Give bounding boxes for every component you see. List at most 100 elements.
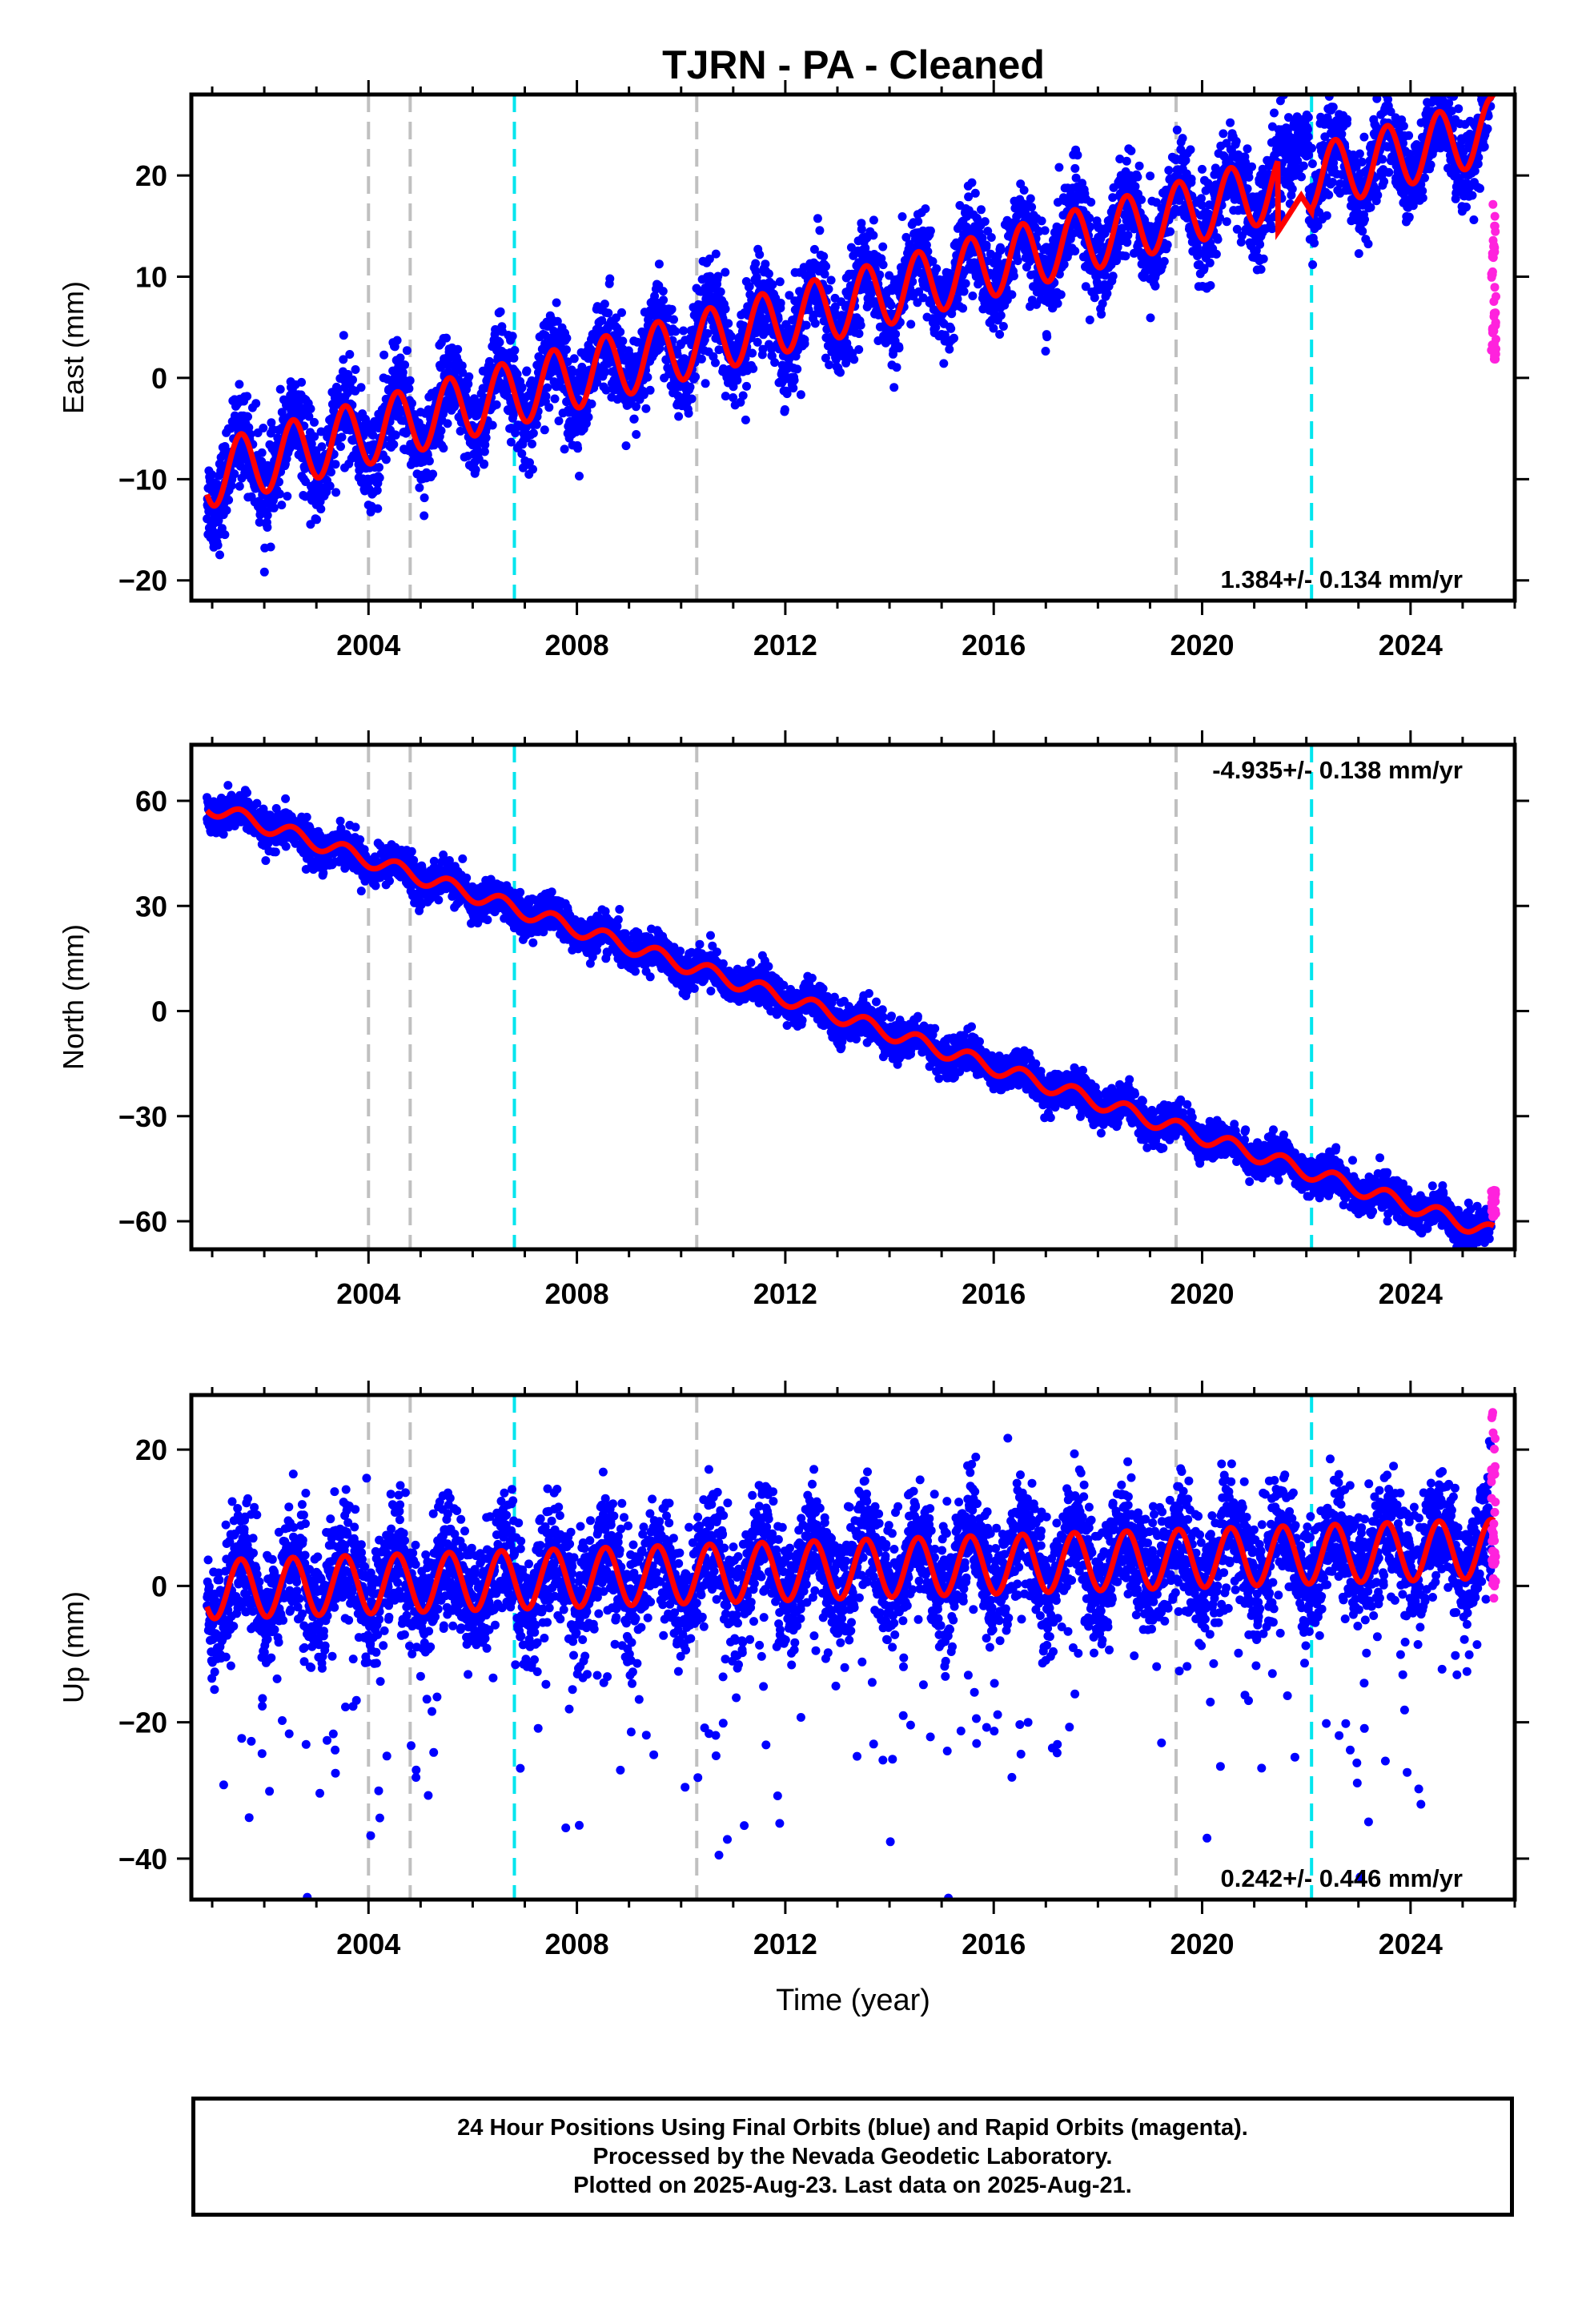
final-orbit-point [517,449,527,458]
final-orbit-point [405,376,415,385]
final-orbit-point [304,412,314,421]
final-orbit-point [207,470,216,480]
final-orbit-point [1019,186,1029,195]
final-orbit-point [398,368,408,377]
final-orbit-point [977,205,986,215]
final-orbit-point [456,426,465,436]
final-orbit-point [967,178,977,187]
final-orbit-point [1432,72,1441,81]
final-orbit-point [654,259,664,269]
final-orbit-point [458,368,468,377]
final-orbit-point [742,381,751,391]
final-orbit-point [755,250,765,259]
final-orbit-point [1299,161,1308,171]
final-orbit-point [484,356,494,366]
final-orbit-point [1328,103,1338,112]
final-orbit-point [1328,178,1338,187]
final-orbit-point [420,493,429,503]
final-orbit-point [1310,239,1319,247]
final-orbit-point [721,392,730,401]
final-orbit-point [214,516,223,525]
final-orbit-point [1197,194,1206,203]
final-orbit-point [266,542,275,552]
final-orbit-point [741,415,750,424]
final-orbit-point [939,359,949,368]
final-orbit-point [1086,198,1096,207]
final-orbit-point [901,232,911,242]
final-orbit-point [230,469,239,479]
final-orbit-point [809,244,819,254]
final-orbit-point [471,465,480,475]
final-orbit-point [259,424,268,432]
final-orbit-point [785,291,794,300]
final-orbit-point [1213,235,1223,244]
final-orbit-point [711,358,720,368]
final-orbit-point [528,439,536,448]
final-orbit-point [480,440,490,449]
final-orbit-point [312,515,321,525]
final-orbit-point [846,243,856,252]
final-orbit-point [577,362,587,372]
final-orbit-point [612,313,620,323]
final-orbit-point [396,353,405,363]
final-orbit-point [701,379,710,388]
final-orbit-point [1259,254,1268,263]
final-orbit-point [402,346,412,356]
final-orbit-point [819,251,829,261]
final-orbit-point [1308,260,1318,269]
final-orbit-point [511,428,520,438]
final-orbit-point [1041,347,1050,356]
final-orbit-point [1287,184,1297,194]
final-orbit-point [878,260,888,270]
final-orbit-point [745,282,754,292]
final-orbit-point [336,442,345,452]
final-orbit-point [1418,193,1427,203]
final-orbit-point [1123,231,1133,240]
final-orbit-point [671,327,681,336]
final-orbit-point [1358,227,1367,236]
final-orbit-point [1102,289,1112,298]
final-orbit-point [1097,309,1106,319]
final-orbit-point [705,254,714,263]
final-orbit-point [1244,172,1254,182]
final-orbit-point [830,302,840,312]
final-orbit-point [509,353,519,363]
final-orbit-point [1322,211,1331,220]
final-orbit-point [1137,195,1146,204]
final-orbit-point [980,217,990,227]
panel-east: 2004 2008 2012 2016 2020 2024−20−1001020East … [57,72,1529,661]
final-orbit-point [1434,83,1443,92]
final-orbit-point [605,274,615,283]
final-orbit-point [235,380,244,389]
final-orbit-point [1373,191,1383,200]
final-orbit-point [1181,155,1191,165]
final-orbit-point [496,307,505,316]
final-orbit-point [986,249,995,259]
final-orbit-point [600,300,609,309]
final-orbit-point [1404,212,1414,222]
final-orbit-point [604,308,613,318]
final-orbit-point [995,330,1005,339]
final-orbit-point [679,326,689,336]
final-orbit-point [724,319,733,328]
final-orbit-point [1009,271,1018,281]
final-orbit-point [738,391,748,400]
final-orbit-point [488,420,497,430]
final-orbit-point [1434,78,1443,87]
final-orbit-point [243,392,252,401]
final-orbit-point [978,233,987,243]
final-orbit-point [1150,281,1160,291]
final-orbit-point [1399,121,1408,131]
final-orbit-point [878,242,888,251]
final-orbit-point [736,397,745,407]
final-orbit-point [1343,115,1352,124]
final-orbit-point [1433,77,1442,86]
final-orbit-point [1007,290,1017,300]
final-orbit-point [721,267,730,277]
final-orbit-point [1085,213,1094,223]
final-orbit-point [1098,299,1107,308]
final-orbit-point [1146,313,1155,323]
final-orbit-point [733,376,742,385]
final-orbit-point [1134,161,1144,171]
final-orbit-point [373,504,383,513]
